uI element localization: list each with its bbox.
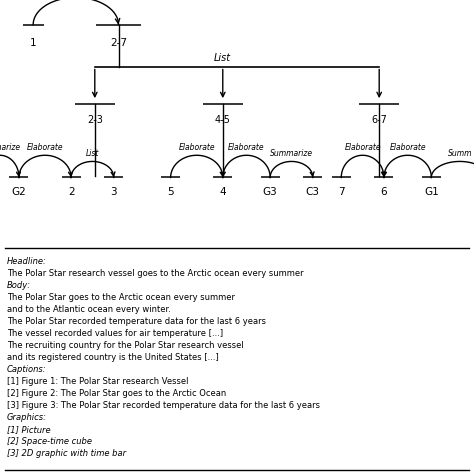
Text: Elaborate: Elaborate [178, 143, 215, 152]
Text: Elaborate: Elaborate [27, 143, 64, 152]
Text: and its registered country is the United States [...]: and its registered country is the United… [7, 353, 219, 362]
Text: C3: C3 [306, 187, 320, 197]
Text: Graphics:: Graphics: [7, 413, 47, 422]
Text: 3: 3 [110, 187, 117, 197]
Text: G2: G2 [11, 187, 27, 197]
Text: [1] Picture: [1] Picture [7, 425, 51, 434]
Text: Summarize: Summarize [270, 149, 313, 158]
Text: The vessel recorded values for air temperature [...]: The vessel recorded values for air tempe… [7, 329, 223, 338]
Text: G1: G1 [424, 187, 439, 197]
Text: Captions:: Captions: [7, 365, 47, 374]
Text: 5: 5 [167, 187, 174, 197]
Text: The Polar Star research vessel goes to the Arctic ocean every summer: The Polar Star research vessel goes to t… [7, 269, 304, 278]
Text: [3] Figure 3: The Polar Star recorded temperature data for the last 6 years: [3] Figure 3: The Polar Star recorded te… [7, 401, 320, 410]
Text: The Polar Star recorded temperature data for the last 6 years: The Polar Star recorded temperature data… [7, 317, 266, 326]
Text: Elaborate: Elaborate [389, 143, 426, 152]
Text: List: List [214, 53, 231, 63]
Text: Body:: Body: [7, 281, 31, 290]
Text: [1] Figure 1: The Polar Star research Vessel: [1] Figure 1: The Polar Star research Ve… [7, 377, 189, 386]
Text: [2] Figure 2: The Polar Star goes to the Arctic Ocean: [2] Figure 2: The Polar Star goes to the… [7, 389, 227, 398]
Text: and to the Atlantic ocean every winter.: and to the Atlantic ocean every winter. [7, 305, 171, 314]
Text: Elaborate: Elaborate [344, 143, 381, 152]
Text: 2-7: 2-7 [110, 38, 127, 48]
Text: 2: 2 [68, 187, 74, 197]
Text: The recruiting country for the Polar Star research vessel: The recruiting country for the Polar Sta… [7, 341, 244, 350]
Text: 6: 6 [381, 187, 387, 197]
Text: Summ: Summ [447, 149, 472, 158]
Text: 7: 7 [338, 187, 345, 197]
Text: Summarize: Summarize [0, 143, 21, 152]
Text: 6-7: 6-7 [371, 115, 387, 125]
Text: 1: 1 [30, 38, 36, 48]
Text: Headline:: Headline: [7, 257, 47, 266]
Text: 2-3: 2-3 [87, 115, 103, 125]
Text: [3] 2D graphic with time bar: [3] 2D graphic with time bar [7, 449, 126, 458]
Text: Elaborate: Elaborate [228, 143, 265, 152]
Text: G3: G3 [263, 187, 278, 197]
Text: 4: 4 [219, 187, 226, 197]
Text: 4-5: 4-5 [215, 115, 231, 125]
Text: The Polar Star goes to the Arctic ocean every summer: The Polar Star goes to the Arctic ocean … [7, 293, 235, 302]
Text: List: List [86, 149, 99, 158]
Text: [2] Space-time cube: [2] Space-time cube [7, 437, 92, 446]
